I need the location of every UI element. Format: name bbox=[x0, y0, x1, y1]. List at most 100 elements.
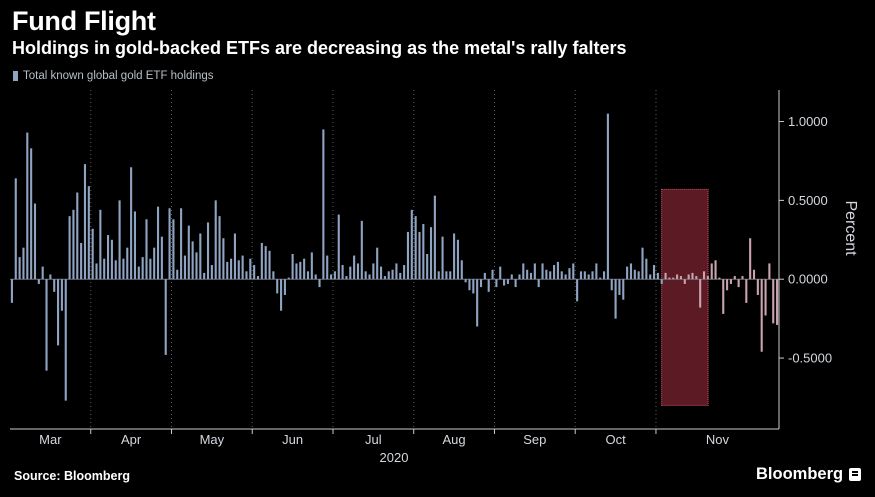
bar bbox=[376, 247, 379, 280]
bar bbox=[72, 209, 75, 280]
bar bbox=[333, 271, 336, 280]
bar bbox=[272, 271, 275, 280]
bar bbox=[556, 261, 559, 280]
bar bbox=[529, 272, 533, 280]
bar bbox=[399, 272, 402, 280]
bar bbox=[768, 263, 771, 280]
bar bbox=[356, 263, 360, 280]
bar bbox=[776, 279, 779, 325]
bar bbox=[414, 216, 417, 280]
bar bbox=[476, 279, 479, 327]
bar bbox=[506, 279, 509, 284]
bar bbox=[318, 279, 321, 288]
bar bbox=[449, 271, 452, 280]
bar bbox=[153, 247, 156, 280]
bar bbox=[537, 279, 540, 288]
bar bbox=[45, 279, 48, 371]
bar bbox=[218, 216, 221, 280]
bar bbox=[91, 228, 94, 280]
bar bbox=[241, 255, 244, 280]
x-tick-label: Nov bbox=[706, 432, 730, 447]
bar bbox=[576, 279, 579, 302]
bar bbox=[326, 255, 329, 280]
bar bbox=[752, 269, 756, 280]
bar bbox=[441, 236, 444, 280]
bar bbox=[637, 271, 640, 280]
bar bbox=[664, 272, 667, 280]
bar bbox=[749, 238, 752, 280]
bar bbox=[745, 279, 748, 303]
bar bbox=[114, 260, 117, 280]
bar bbox=[591, 271, 594, 280]
bar bbox=[330, 274, 333, 280]
bar bbox=[145, 219, 148, 280]
bar bbox=[468, 279, 471, 291]
bar bbox=[383, 276, 386, 280]
bar bbox=[595, 263, 598, 280]
bar bbox=[464, 279, 467, 283]
bar bbox=[176, 269, 179, 280]
bar bbox=[691, 272, 694, 280]
bar bbox=[395, 263, 398, 280]
bar bbox=[549, 271, 552, 280]
bar bbox=[645, 258, 648, 280]
bar bbox=[195, 252, 198, 280]
bar bbox=[237, 260, 240, 280]
bar bbox=[130, 167, 133, 280]
bar bbox=[487, 279, 490, 292]
bar bbox=[726, 279, 729, 291]
bar bbox=[672, 277, 675, 280]
y-axis-label: Percent bbox=[842, 200, 859, 256]
legend-swatch bbox=[13, 71, 18, 81]
bar bbox=[553, 265, 556, 280]
bar bbox=[579, 271, 583, 280]
y-tick-label: 0.0000 bbox=[788, 272, 828, 287]
bar bbox=[303, 258, 306, 280]
bar bbox=[99, 209, 102, 280]
bar bbox=[629, 263, 633, 280]
bar bbox=[760, 279, 763, 352]
bar bbox=[103, 258, 106, 280]
bar bbox=[368, 274, 371, 280]
bar bbox=[418, 231, 421, 280]
bar bbox=[160, 236, 163, 280]
bar bbox=[314, 274, 317, 280]
bar bbox=[668, 277, 671, 280]
bar bbox=[349, 266, 352, 280]
bar bbox=[222, 238, 225, 280]
bar bbox=[610, 279, 613, 291]
bar bbox=[168, 208, 171, 280]
bar bbox=[518, 274, 521, 280]
x-tick-label: May bbox=[200, 432, 225, 447]
bar bbox=[76, 192, 79, 280]
x-tick-label: Apr bbox=[121, 432, 142, 447]
bar bbox=[652, 265, 656, 280]
bar bbox=[233, 233, 236, 280]
bar bbox=[264, 246, 267, 280]
bar bbox=[764, 279, 767, 316]
x-tick-label: Jul bbox=[365, 432, 382, 447]
bar bbox=[491, 269, 494, 280]
bar bbox=[622, 279, 625, 300]
bar bbox=[268, 250, 271, 280]
bar bbox=[560, 271, 563, 280]
bar bbox=[406, 231, 410, 280]
x-tick-label: Mar bbox=[39, 432, 62, 447]
bar bbox=[180, 208, 183, 280]
bar bbox=[22, 247, 25, 280]
chart-title: Fund Flight bbox=[12, 6, 156, 36]
bar bbox=[756, 279, 759, 295]
bar bbox=[403, 265, 406, 280]
bar bbox=[483, 272, 486, 280]
bar bbox=[472, 279, 475, 294]
bar bbox=[87, 186, 90, 280]
bar bbox=[126, 247, 129, 280]
bar bbox=[199, 233, 202, 280]
y-tick-label: -0.5000 bbox=[788, 351, 832, 366]
bar bbox=[437, 271, 440, 280]
bar bbox=[603, 271, 606, 280]
bar bbox=[26, 132, 29, 280]
bar bbox=[322, 129, 325, 280]
x-axis-year-label: 2020 bbox=[380, 450, 409, 465]
